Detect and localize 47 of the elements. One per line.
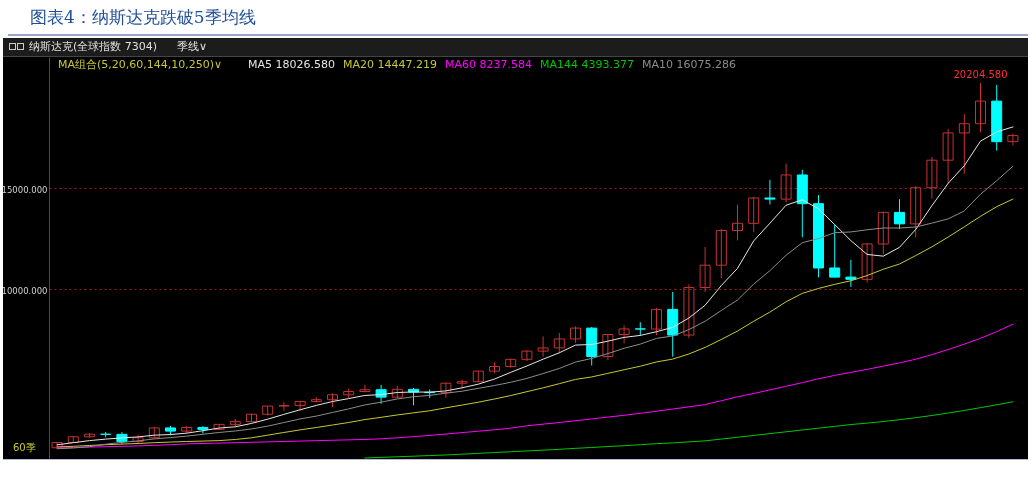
candlestick: [278, 401, 290, 412]
candlestick: [51, 441, 63, 450]
candlestick: [975, 82, 986, 133]
y-tick-label: 10000.000: [1, 286, 48, 297]
candlestick: [910, 185, 922, 238]
candlestick: [715, 228, 727, 279]
candlestick: [699, 246, 711, 293]
candlestick: [651, 307, 662, 336]
candlestick: [602, 333, 614, 361]
candlestick: [748, 196, 760, 233]
candlestick: [764, 179, 776, 205]
candlestick: [894, 198, 905, 230]
candlestick: [829, 224, 841, 278]
candlestick: [197, 425, 209, 435]
candlestick: [683, 283, 695, 339]
candlestick: [618, 324, 630, 344]
line-series: [56, 323, 1014, 449]
candlestick: [456, 379, 468, 390]
text: MA20 14447.219: [343, 58, 437, 71]
candlestick: [877, 211, 889, 256]
text: MA10 16075.286: [642, 58, 736, 71]
candlestick: [780, 163, 792, 203]
candlestick: [958, 113, 970, 175]
candlestick: [926, 156, 938, 200]
candlestick: [359, 384, 371, 393]
y-tick-label: 15000.000: [1, 185, 48, 196]
line-series: [364, 401, 1014, 459]
candlestick: [845, 259, 857, 288]
text: MA60 8237.584: [445, 58, 532, 71]
candlestick: [521, 349, 533, 362]
candlestick: [1007, 133, 1019, 147]
candlestick: [942, 128, 954, 184]
candlestick: [861, 242, 873, 284]
candlestick: [553, 332, 565, 354]
text: MA5 18026.580: [248, 58, 335, 71]
candlestick: [132, 434, 144, 444]
text: 60季: [13, 441, 36, 455]
annotation: 20204.580: [953, 69, 1008, 81]
text: 纳斯达克(全球指数 7304): [29, 40, 158, 53]
candlestick: [440, 382, 452, 399]
text: 季线∨: [177, 40, 208, 53]
candlestick: [537, 335, 549, 358]
chart-title: 图表4：纳斯达克跌破5季均线: [30, 6, 256, 29]
text: MA144 4393.377: [540, 58, 634, 71]
candlestick: [294, 400, 306, 412]
legend-title: MA组合(5,20,60,144,10,250)∨: [58, 58, 223, 71]
candlestick: [732, 204, 743, 241]
